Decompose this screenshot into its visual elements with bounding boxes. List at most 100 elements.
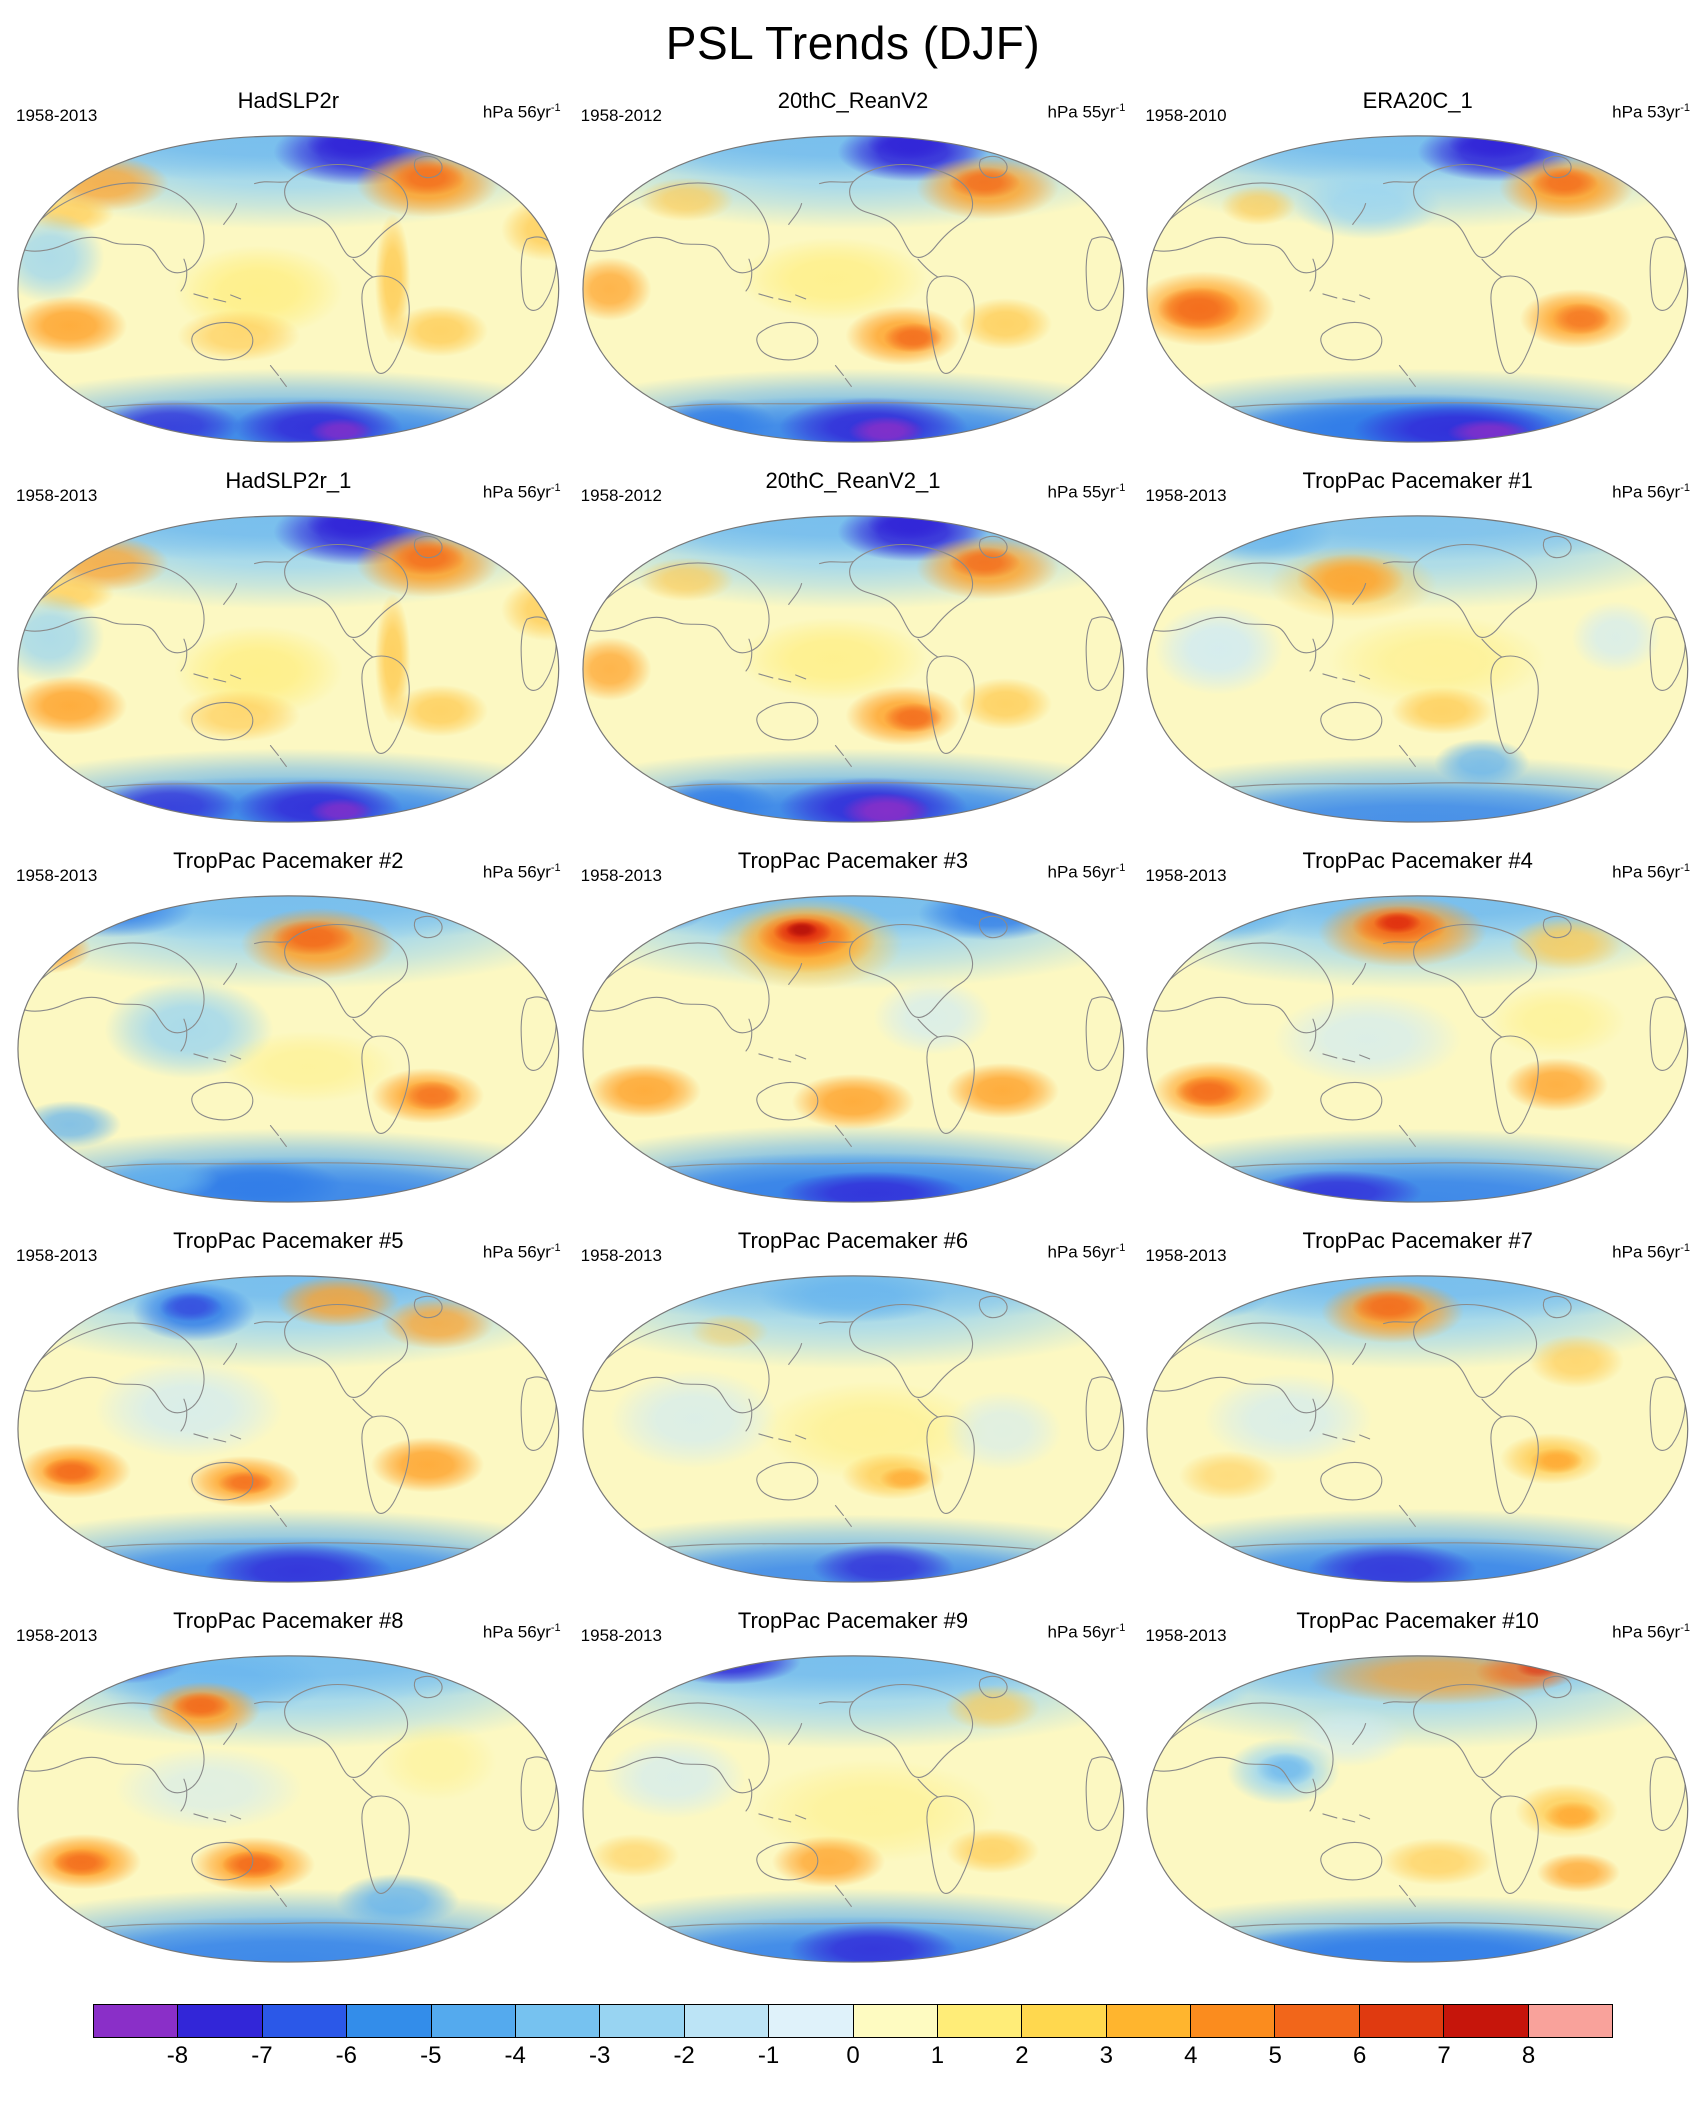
- contour-blob: [377, 1721, 498, 1801]
- contour-blob: [1373, 911, 1422, 934]
- panel-header: 1958-2012 20thC_ReanV2_1 hPa 55yr-1: [575, 464, 1132, 505]
- colorbar-segment: [1022, 2004, 1107, 2037]
- contour-blob: [97, 399, 241, 443]
- contour-blob: [652, 778, 776, 823]
- contour-blob: [1487, 985, 1627, 1057]
- colorbar-tick-label: 5: [1268, 2041, 1282, 2069]
- contour-blob: [392, 304, 489, 357]
- panel-header: 1958-2013 TropPac Pacemaker #2 hPa 56yr-1: [10, 844, 567, 885]
- colorbar-segment: [1444, 2004, 1529, 2037]
- world-map: [582, 135, 1124, 443]
- panel-period: 1958-2013: [16, 485, 98, 505]
- world-map: [1146, 1275, 1689, 1583]
- contour-blob: [221, 1850, 286, 1879]
- contour-blob: [841, 793, 931, 823]
- panel-unit: hPa 56yr-1: [1612, 1621, 1690, 1642]
- panel-header: 1958-2013 TropPac Pacemaker #1 hPa 56yr-1: [1139, 464, 1696, 505]
- panel-period: 1958-2013: [16, 1245, 98, 1265]
- colorbar-segment: [515, 2004, 601, 2037]
- colorbar-segment: [1106, 2004, 1192, 2037]
- map-outline: [582, 895, 1124, 1203]
- panel-unit-exponent: -1: [1115, 481, 1126, 494]
- contour-blob: [758, 1275, 948, 1324]
- map-outline: [1146, 1655, 1689, 1963]
- contour-blob: [1147, 1275, 1271, 1320]
- panel-unit: hPa 56yr-1: [1612, 861, 1690, 882]
- contour-blob: [24, 895, 194, 938]
- contour-blob: [972, 895, 1036, 917]
- panel-unit-exponent: -1: [1680, 1241, 1690, 1254]
- map-panel: 1958-2013 TropPac Pacemaker #10 hPa 56yr-1: [1139, 1604, 1696, 1978]
- map-panel: 1958-2013 TropPac Pacemaker #4 hPa 56yr-1: [1139, 844, 1696, 1218]
- contour-blob: [1147, 1536, 1689, 1582]
- colorbar-tick-label: -1: [757, 2041, 780, 2069]
- contour-blob: [217, 1470, 274, 1495]
- panel-unit: hPa 55yr-1: [1047, 102, 1126, 122]
- map-panel: 1958-2013 TropPac Pacemaker #5 hPa 56yr-1: [10, 1224, 567, 1598]
- contour-blob: [309, 798, 373, 823]
- panel-unit-exponent: -1: [1680, 1621, 1690, 1634]
- colorbar-segment: [262, 2004, 348, 2037]
- contour-blob: [374, 593, 411, 725]
- contour-blob: [203, 1543, 393, 1582]
- contour-blob: [1551, 302, 1612, 335]
- contour-blob: [1147, 1156, 1689, 1203]
- contour-blob: [159, 1291, 223, 1322]
- map-outline: [1146, 135, 1689, 443]
- colorbar-tick-label: 0: [846, 2041, 860, 2069]
- world-map: [582, 515, 1124, 823]
- panel-period: 1958-2013: [1145, 1245, 1227, 1265]
- map-outline: [17, 1275, 560, 1583]
- contour-blob: [1293, 171, 1443, 240]
- panel-period: 1958-2010: [1145, 106, 1227, 125]
- panel-title: TropPac Pacemaker #10: [1296, 1607, 1539, 1633]
- contour-blob: [380, 1297, 495, 1350]
- panel-unit: hPa 53yr-1: [1612, 102, 1690, 122]
- panel-title: TropPac Pacemaker #2: [173, 847, 404, 873]
- contour-blob: [688, 1313, 769, 1350]
- colorbar-tick-label: 1: [930, 2041, 945, 2069]
- panel-period: 1958-2013: [16, 1625, 98, 1645]
- contour-blob: [791, 1073, 915, 1130]
- panel-unit: hPa 56yr-1: [1047, 861, 1126, 882]
- map-outline: [582, 1655, 1124, 1963]
- contour-blob: [945, 1062, 1059, 1119]
- map-outline: [1146, 515, 1689, 823]
- map-panel: 1958-2013 HadSLP2r hPa 56yr-1: [10, 84, 567, 458]
- panel-period: 1958-2013: [580, 1245, 662, 1265]
- colorbar-segment: [769, 2004, 854, 2037]
- contour-blob: [1256, 1752, 1317, 1786]
- contour-blob: [738, 617, 928, 701]
- contour-blob: [17, 1536, 559, 1582]
- map-panel: 1958-2013 TropPac Pacemaker #7 hPa 56yr-1: [1139, 1224, 1696, 1598]
- contour-blob: [370, 1436, 485, 1493]
- figure-title: PSL Trends (DJF): [665, 17, 1041, 69]
- panel-header: 1958-2013 HadSLP2r_1 hPa 56yr-1: [10, 464, 567, 505]
- panel-unit: hPa 56yr-1: [482, 861, 561, 882]
- contour-blob: [582, 1655, 1124, 1702]
- panel-header: 1958-2013 TropPac Pacemaker #6 hPa 56yr-1: [575, 1224, 1132, 1265]
- map-outline: [582, 135, 1124, 443]
- map-outline: [582, 515, 1124, 823]
- contour-blob: [374, 213, 411, 345]
- map-outline: [1146, 1275, 1689, 1583]
- panel-header: 1958-2013 TropPac Pacemaker #8 hPa 56yr-1: [10, 1604, 567, 1645]
- panel-unit-exponent: -1: [1115, 1241, 1126, 1254]
- contour-blob: [589, 1833, 680, 1878]
- panel-period: 1958-2013: [580, 1625, 662, 1645]
- contour-blob: [1380, 1837, 1495, 1886]
- contour-blob: [602, 1735, 746, 1819]
- colorbar-segment: [1528, 2004, 1613, 2037]
- contour-blob: [848, 416, 924, 443]
- contour-blob: [748, 1759, 998, 1863]
- panel-unit: hPa 56yr-1: [1047, 1241, 1126, 1262]
- panel-grid: 1958-2013 HadSLP2r hPa 56yr-1 1958-2012 20th…: [0, 84, 1706, 1978]
- panel-unit: hPa 56yr-1: [1612, 481, 1690, 502]
- panel-unit-exponent: -1: [1680, 861, 1690, 874]
- panel-period: 1958-2012: [580, 485, 662, 505]
- panel-header: 1958-2013 TropPac Pacemaker #7 hPa 56yr-1: [1139, 1224, 1696, 1265]
- panel-unit-exponent: -1: [1680, 481, 1690, 494]
- panel-header: 1958-2013 TropPac Pacemaker #9 hPa 56yr-1: [575, 1604, 1132, 1645]
- contour-blob: [948, 166, 1020, 199]
- contour-blob: [788, 1923, 958, 1962]
